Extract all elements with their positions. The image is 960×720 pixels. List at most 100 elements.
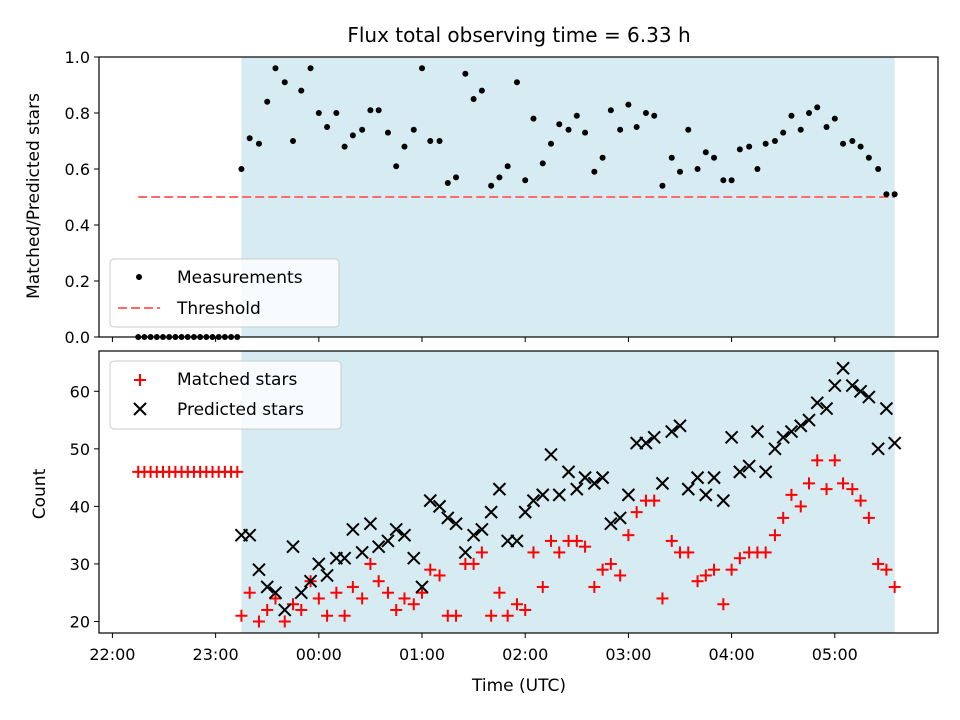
- predicted-star-point: [828, 378, 842, 393]
- y-tick-label: 0.8: [65, 104, 90, 123]
- bottom-y-ticks: 20 30 40 50 60: [70, 382, 99, 631]
- measurement-point: [333, 110, 340, 116]
- measurement-point: [762, 140, 769, 147]
- top-axes-frame: [98, 56, 939, 338]
- matched-star-point: [622, 529, 635, 542]
- top-y-ticks: 0.0 0.2 0.4 0.6 0.8 1.0: [65, 48, 99, 347]
- measurement-point: [281, 79, 288, 86]
- predicted-star-point: [716, 493, 731, 508]
- top-panel: 0.0 0.2 0.4 0.6 0.8 1.0 Matched/Predicted sta…: [24, 48, 939, 347]
- x-tick-label: 01:00: [399, 645, 445, 664]
- legend-measurements-marker: [136, 274, 142, 280]
- predicted-star-point: [389, 522, 403, 537]
- matched-star-point: [630, 506, 643, 519]
- matched-star-point: [837, 477, 850, 490]
- measurement-point: [797, 126, 804, 133]
- matched-star-point: [424, 563, 437, 576]
- measurement-point: [849, 138, 856, 144]
- predicted-star-point: [853, 384, 868, 398]
- matched-star-point: [235, 609, 248, 622]
- measurement-point: [814, 104, 821, 111]
- predicted-star-point: [441, 511, 455, 525]
- predicted-star-point: [578, 470, 592, 485]
- predicted-star-point: [733, 465, 747, 479]
- y-tick-label: 0.4: [65, 216, 90, 235]
- predicted-star-point: [879, 401, 894, 416]
- predicted-star-point: [655, 476, 670, 491]
- predicted-star-point: [681, 482, 695, 496]
- predicted-star-point: [862, 390, 876, 404]
- matched-star-point: [862, 511, 875, 524]
- measurement-point: [754, 166, 761, 172]
- y-tick-label: 1.0: [65, 48, 90, 67]
- matched-star-point: [493, 586, 506, 599]
- predicted-star-point: [466, 528, 481, 542]
- measurement-point: [625, 101, 632, 108]
- matched-star-point: [828, 454, 841, 467]
- matched-star-point: [717, 598, 730, 611]
- measurement-point: [488, 182, 495, 189]
- predicted-star-point: [458, 545, 473, 560]
- predicted-star-point: [294, 586, 308, 600]
- measurement-point: [831, 115, 838, 122]
- predicted-star-point: [845, 378, 860, 393]
- matched-star-point: [356, 592, 369, 605]
- measurement-point: [857, 143, 864, 150]
- predicted-star-point: [587, 476, 602, 491]
- predicted-star-point: [432, 499, 447, 514]
- measurement-point: [272, 65, 279, 72]
- y-tick-label: 50: [70, 440, 90, 459]
- matched-star-point: [570, 534, 583, 547]
- predicted-star-point: [604, 516, 618, 531]
- measurement-point: [470, 96, 477, 102]
- measurement-point: [427, 138, 434, 144]
- matched-star-point: [475, 546, 488, 559]
- matched-star-point: [553, 546, 566, 559]
- measurement-point: [290, 138, 297, 144]
- predicted-star-point: [724, 430, 739, 445]
- predicted-star-point: [355, 545, 369, 560]
- matched-star-point: [691, 575, 704, 588]
- x-tick-label: 22:00: [89, 645, 135, 664]
- measurement-point: [375, 107, 382, 114]
- predicted-star-point: [699, 488, 713, 502]
- x-tick-label: 02:00: [502, 645, 548, 664]
- measurement-point: [780, 129, 787, 136]
- matched-star-point: [665, 534, 678, 547]
- measurement-point: [548, 140, 555, 147]
- measurement-point: [436, 138, 443, 144]
- predicted-star-point: [561, 465, 576, 479]
- matched-star-point: [777, 511, 790, 524]
- matched-star-point: [485, 609, 498, 622]
- predicted-star-point: [613, 511, 627, 525]
- matched-star-point: [545, 534, 558, 547]
- matched-star-point: [381, 586, 394, 599]
- measurement-point: [264, 98, 271, 105]
- measurement-point: [659, 182, 666, 189]
- measurement-point: [504, 163, 511, 170]
- matched-star-point: [346, 580, 359, 593]
- predicted-star-point: [423, 493, 437, 508]
- matched-star-point: [321, 609, 334, 622]
- predicted-star-point: [252, 562, 266, 577]
- matched-star-point: [811, 454, 824, 467]
- predicted-star-point: [278, 603, 292, 617]
- matched-star-point: [261, 603, 274, 616]
- measurement-point: [823, 124, 830, 130]
- predicted-star-point: [268, 586, 283, 600]
- measurement-point: [359, 126, 366, 133]
- predicted-star-point: [536, 488, 550, 502]
- measurement-point: [367, 107, 374, 114]
- measurement-point: [238, 166, 245, 172]
- predicted-star-point: [381, 534, 395, 548]
- measurement-point: [685, 126, 692, 133]
- x-tick-label: 23:00: [193, 645, 239, 664]
- predicted-star-point: [707, 470, 721, 485]
- matched-star-point: [708, 563, 721, 576]
- matched-star-point: [648, 494, 661, 507]
- matched-star-point: [733, 552, 746, 565]
- bottom-legend-box: [109, 360, 342, 430]
- measurement-point: [496, 174, 503, 181]
- y-tick-label: 40: [70, 497, 90, 516]
- measurement-point: [384, 129, 391, 136]
